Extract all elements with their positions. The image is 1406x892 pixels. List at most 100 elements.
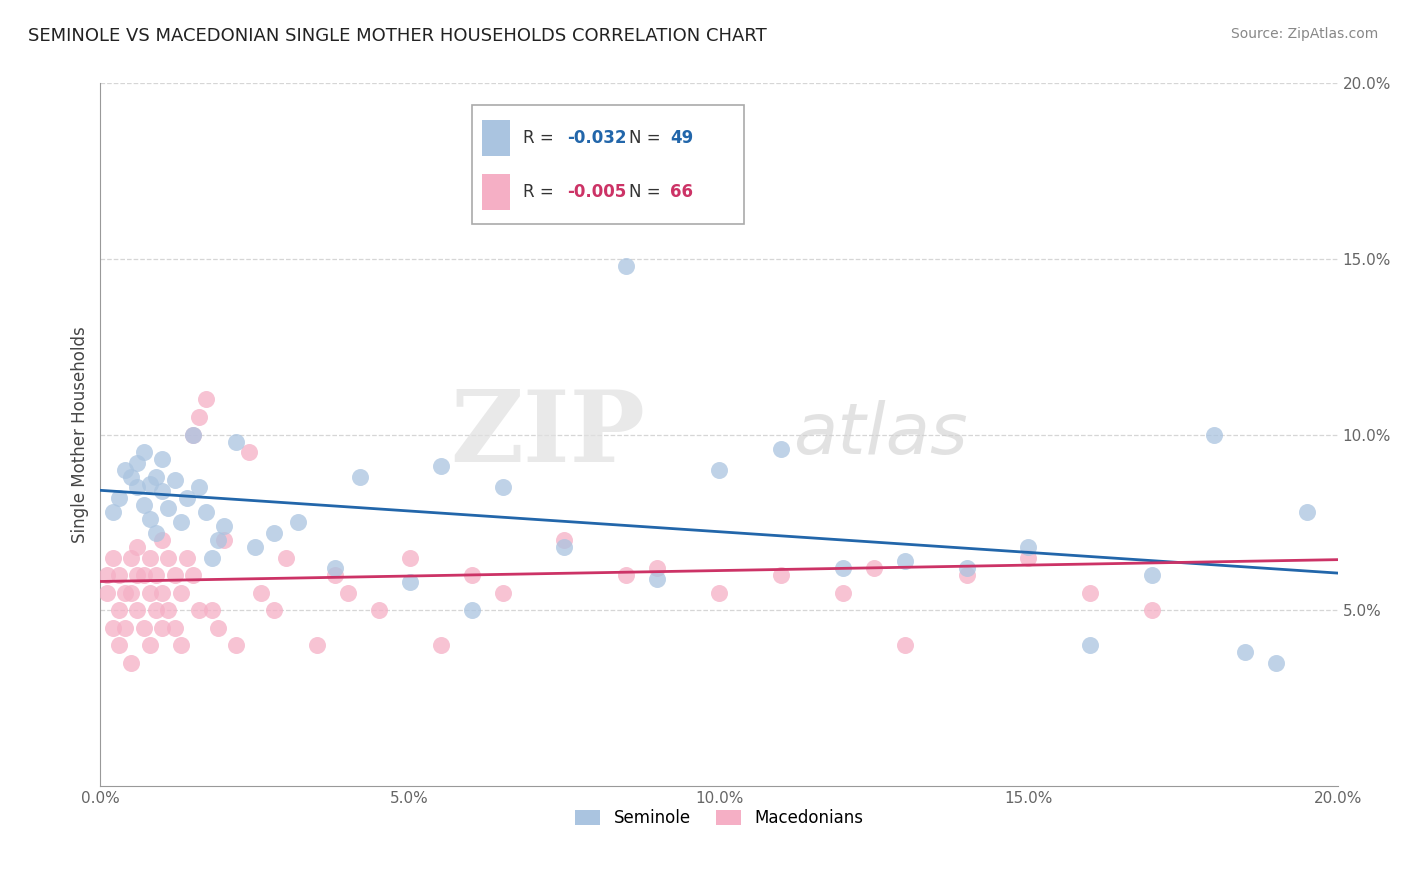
Point: [170, 638, 193, 652]
Point: [243, 540, 266, 554]
Point: [157, 501, 180, 516]
Point: [325, 561, 347, 575]
Point: [127, 568, 149, 582]
Point: [831, 561, 853, 575]
Point: [225, 434, 247, 449]
Point: [145, 568, 167, 582]
Point: [188, 603, 211, 617]
Point: [707, 585, 730, 599]
Point: [101, 505, 124, 519]
Point: [139, 638, 162, 652]
Point: [114, 585, 136, 599]
Point: [769, 568, 792, 582]
Point: [157, 603, 180, 617]
Point: [101, 550, 124, 565]
Text: atlas: atlas: [793, 401, 967, 469]
Point: [108, 638, 131, 652]
Point: [176, 550, 198, 565]
Point: [583, 189, 606, 203]
Point: [96, 585, 118, 599]
Point: [139, 476, 162, 491]
Point: [553, 540, 575, 554]
Point: [127, 456, 149, 470]
Point: [398, 575, 420, 590]
Text: SEMINOLE VS MACEDONIAN SINGLE MOTHER HOUSEHOLDS CORRELATION CHART: SEMINOLE VS MACEDONIAN SINGLE MOTHER HOU…: [28, 27, 766, 45]
Point: [238, 445, 260, 459]
Point: [170, 585, 193, 599]
Text: Source: ZipAtlas.com: Source: ZipAtlas.com: [1230, 27, 1378, 41]
Point: [96, 568, 118, 582]
Point: [1140, 568, 1163, 582]
Point: [150, 585, 173, 599]
Point: [645, 572, 668, 586]
Point: [132, 498, 155, 512]
Point: [460, 568, 482, 582]
Point: [553, 533, 575, 547]
Point: [157, 550, 180, 565]
Point: [1140, 603, 1163, 617]
Point: [325, 568, 347, 582]
Point: [150, 533, 173, 547]
Point: [120, 656, 142, 670]
Point: [188, 410, 211, 425]
Point: [145, 469, 167, 483]
Point: [287, 516, 309, 530]
Point: [429, 459, 451, 474]
Point: [163, 568, 186, 582]
Point: [336, 585, 359, 599]
Point: [176, 491, 198, 505]
Point: [862, 561, 884, 575]
Point: [127, 540, 149, 554]
Point: [645, 561, 668, 575]
Point: [127, 603, 149, 617]
Point: [181, 427, 204, 442]
Point: [150, 621, 173, 635]
Point: [150, 483, 173, 498]
Point: [132, 445, 155, 459]
Point: [145, 525, 167, 540]
Point: [170, 516, 193, 530]
Point: [893, 554, 915, 568]
Point: [181, 427, 204, 442]
Point: [460, 603, 482, 617]
Point: [955, 561, 977, 575]
Point: [349, 469, 371, 483]
Text: ZIP: ZIP: [450, 386, 645, 483]
Point: [212, 533, 235, 547]
Point: [305, 638, 328, 652]
Point: [127, 480, 149, 494]
Point: [114, 621, 136, 635]
Point: [201, 603, 224, 617]
Point: [145, 603, 167, 617]
Point: [1078, 638, 1101, 652]
Point: [1017, 540, 1039, 554]
Point: [207, 621, 229, 635]
Point: [1202, 427, 1225, 442]
Point: [1295, 505, 1317, 519]
Point: [955, 568, 977, 582]
Point: [108, 568, 131, 582]
Point: [188, 480, 211, 494]
Point: [614, 568, 637, 582]
Point: [108, 491, 131, 505]
Point: [120, 469, 142, 483]
Point: [139, 512, 162, 526]
Point: [1078, 585, 1101, 599]
Point: [201, 550, 224, 565]
Point: [491, 480, 513, 494]
Point: [139, 585, 162, 599]
Point: [108, 603, 131, 617]
Point: [150, 452, 173, 467]
Point: [194, 505, 217, 519]
Point: [139, 550, 162, 565]
Y-axis label: Single Mother Households: Single Mother Households: [72, 326, 89, 543]
Point: [194, 392, 217, 407]
Point: [831, 585, 853, 599]
Point: [132, 568, 155, 582]
Legend: Seminole, Macedonians: Seminole, Macedonians: [568, 802, 870, 834]
Point: [367, 603, 389, 617]
Point: [398, 550, 420, 565]
Point: [1233, 645, 1256, 659]
Point: [120, 550, 142, 565]
Point: [225, 638, 247, 652]
